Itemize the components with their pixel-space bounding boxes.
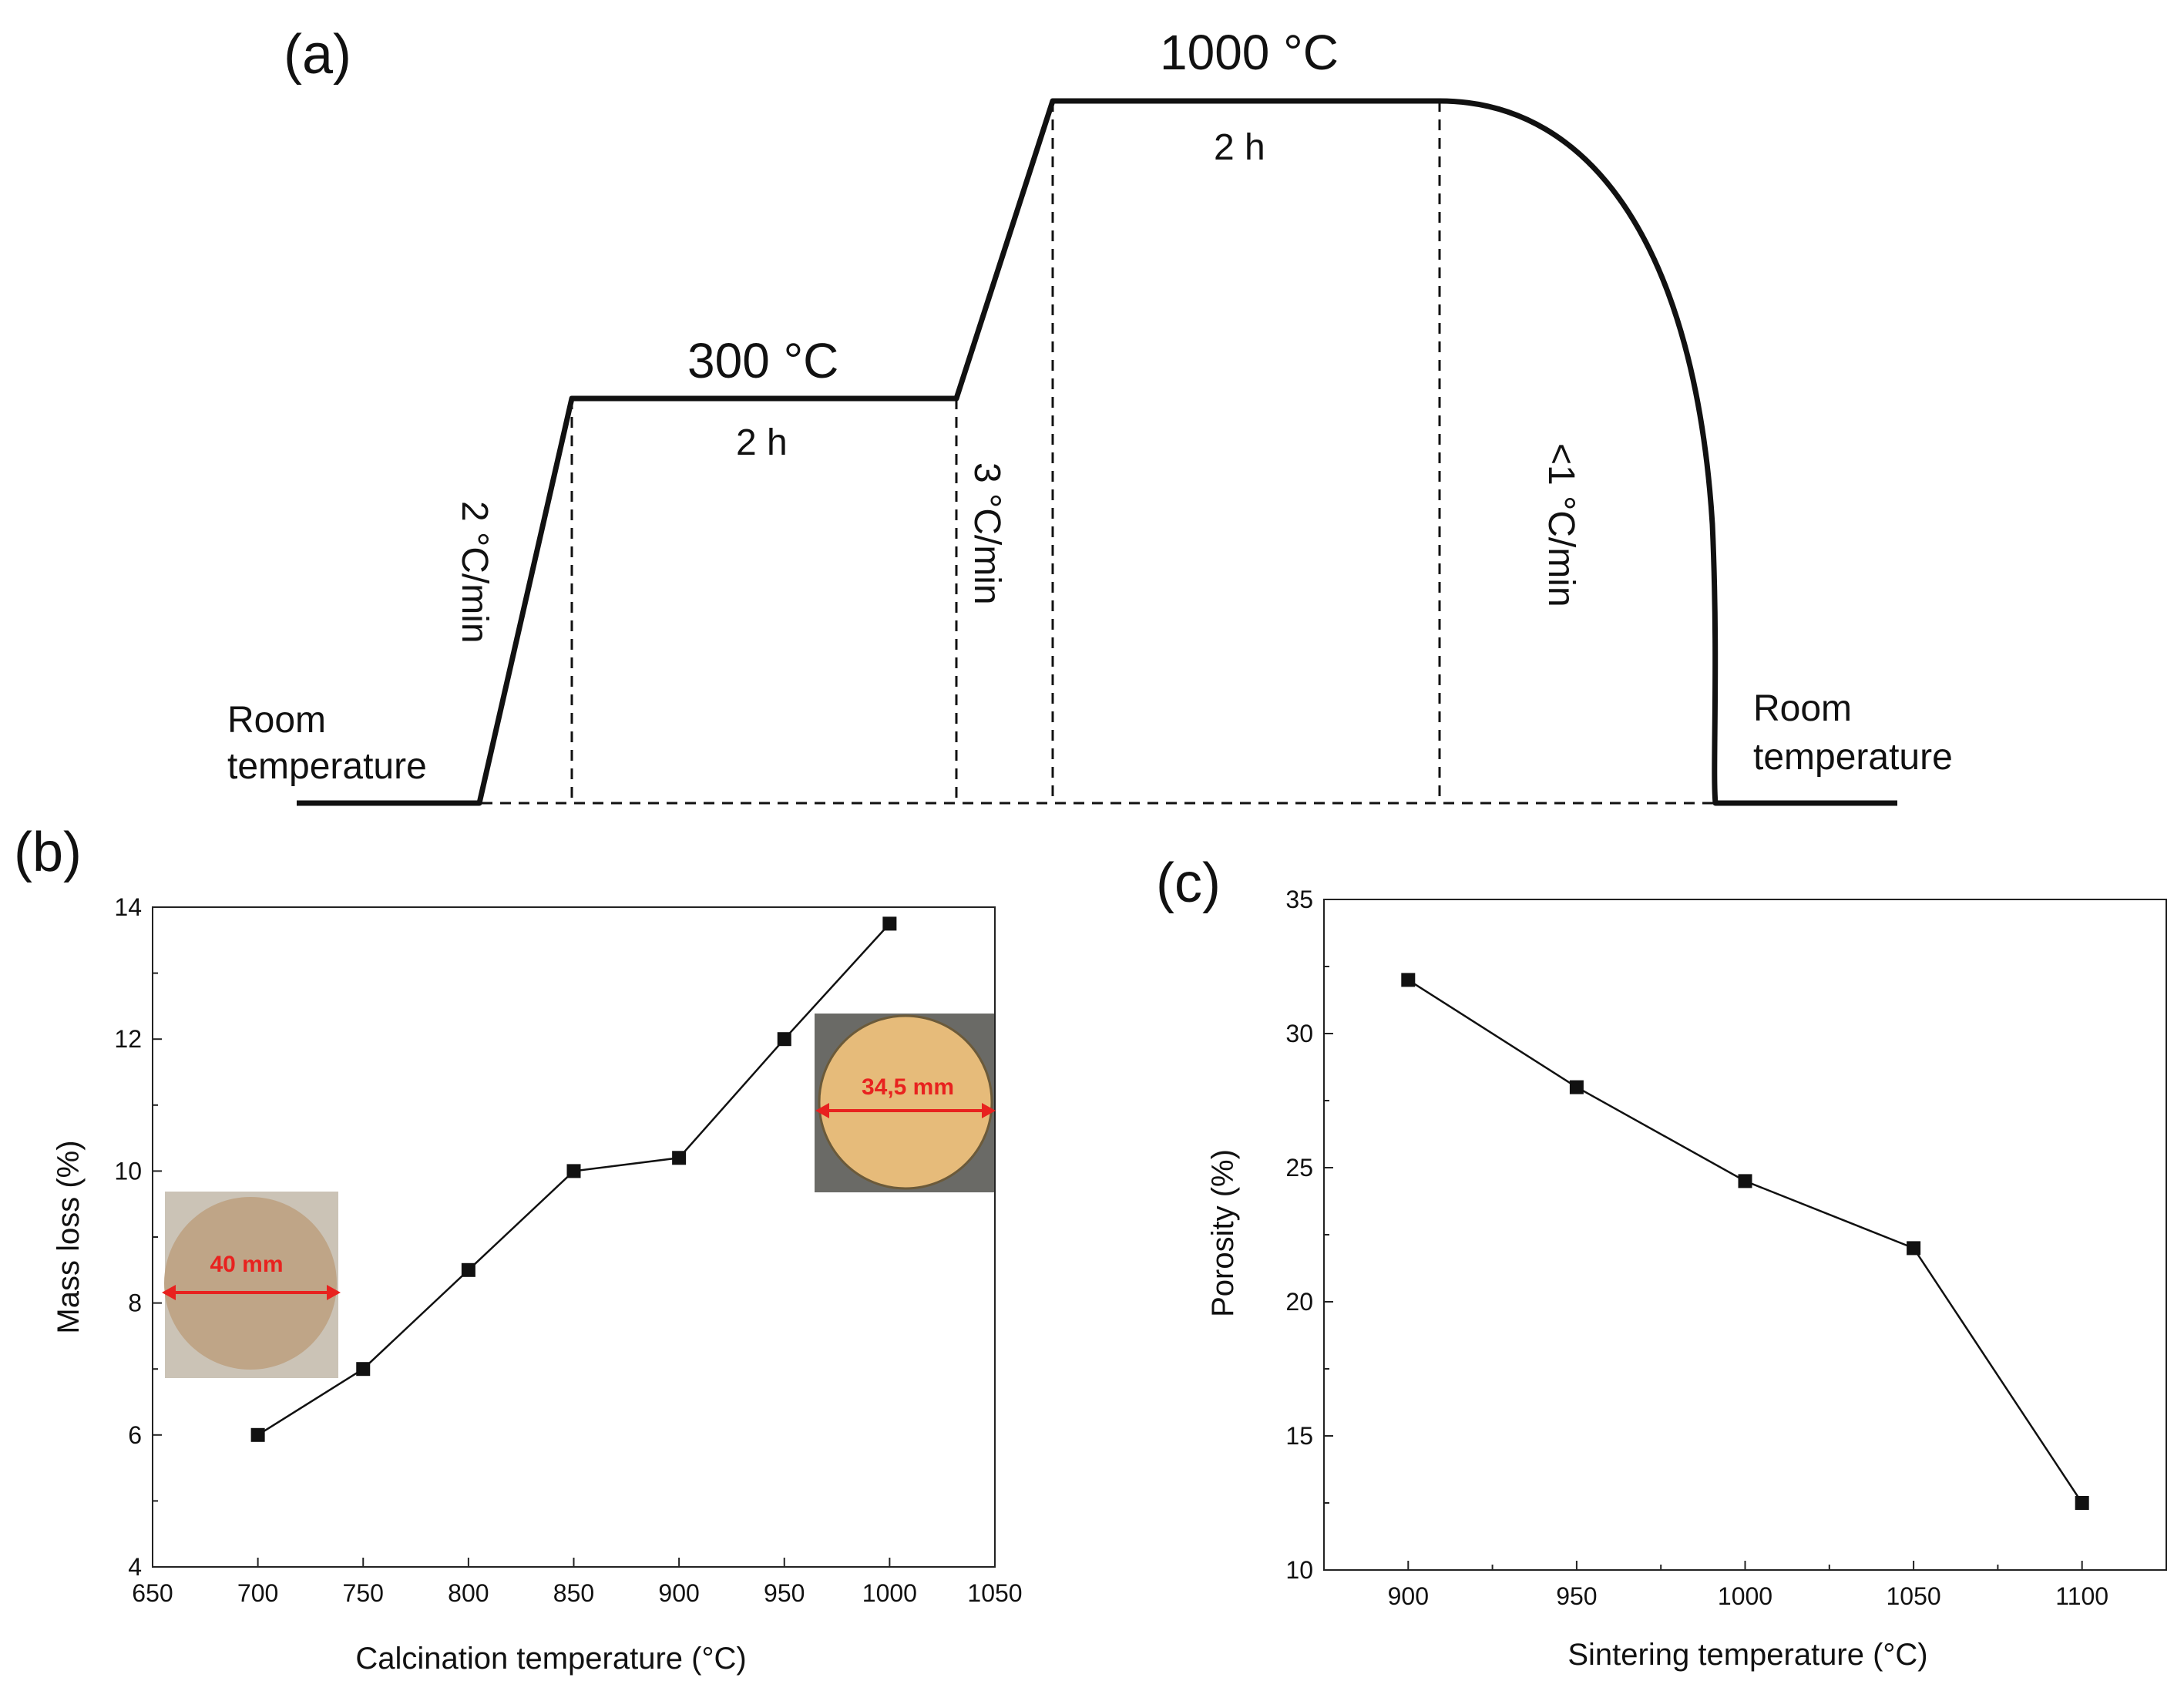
y-tick-label: 14 <box>114 893 142 921</box>
series-line <box>1407 979 2083 1504</box>
room-right-line2: temperature <box>1753 737 1953 778</box>
hold2-time-label: 2 h <box>1214 127 1265 168</box>
x-tick-label: 800 <box>448 1579 489 1607</box>
x-tick-label: 700 <box>237 1579 278 1607</box>
x-tick-label: 1050 <box>967 1579 1022 1607</box>
data-point <box>461 1262 475 1277</box>
data-point <box>356 1362 371 1377</box>
y-tick-label: 10 <box>1285 1556 1313 1584</box>
series-c <box>1401 973 2089 1510</box>
hold1-time-label: 2 h <box>736 422 788 463</box>
y-tick-label: 35 <box>1285 886 1313 913</box>
dimension-label-34-5mm: 34,5 mm <box>862 1074 954 1100</box>
y-axis-title-b: Mass loss (%) <box>52 1140 86 1333</box>
room-right-line1: Room <box>1753 688 1852 729</box>
room-left-line1: Room <box>227 700 326 741</box>
y-tick-label: 4 <box>128 1553 142 1581</box>
plot-frame-c <box>1323 899 2167 1571</box>
ticks-c: 900 950 1000 1050 1100 10 15 20 25 30 35 <box>1285 886 2167 1610</box>
series-line <box>257 923 891 1436</box>
cool-label: <1 °C/min <box>1541 443 1581 607</box>
panel-c-label: (c) <box>1156 852 1221 914</box>
x-tick-label: 1050 <box>1887 1582 1941 1610</box>
ticks-b: 650 700 750 800 850 900 950 1000 1050 4 6 8 10 12 14 <box>114 893 1022 1607</box>
x-tick-label: 650 <box>132 1579 173 1607</box>
data-point <box>1738 1174 1752 1188</box>
x-axis-title-c: Sintering temperature (°C) <box>1567 1638 1927 1672</box>
hold2-temp-label: 1000 °C <box>1160 25 1339 80</box>
sample-disc <box>164 1197 337 1370</box>
arrow-left-icon <box>815 1103 829 1118</box>
ramp1-label: 2 °C/min <box>454 501 495 644</box>
data-point <box>1569 1080 1584 1094</box>
data-point <box>250 1427 265 1442</box>
y-tick-label: 12 <box>114 1025 142 1053</box>
y-tick-label: 25 <box>1285 1154 1313 1182</box>
panel-b: (b) 650 700 750 800 850 900 950 1000 1050 4 6 8 10 12… <box>14 822 1023 1676</box>
panel-a-label: (a) <box>284 24 351 86</box>
arrow-right-icon <box>982 1103 996 1118</box>
y-tick-label: 30 <box>1285 1020 1313 1047</box>
x-tick-label: 1000 <box>1718 1582 1772 1610</box>
y-axis-title-c: Porosity (%) <box>1206 1149 1240 1317</box>
data-point <box>566 1164 581 1178</box>
ramp2-label: 3 °C/min <box>966 462 1007 605</box>
y-tick-label: 20 <box>1285 1288 1313 1316</box>
series-b <box>250 916 897 1442</box>
x-tick-label: 850 <box>553 1579 594 1607</box>
panel-c: (c) 900 950 1000 1050 1100 10 15 20 25 30 35 Sinte… <box>1156 852 2167 1672</box>
x-tick-label: 750 <box>343 1579 384 1607</box>
panel-b-label: (b) <box>14 822 82 883</box>
x-tick-label: 900 <box>1388 1582 1429 1610</box>
schedule-profile <box>297 98 1897 806</box>
sample-photo-sintered: 34,5 mm <box>815 1014 996 1192</box>
y-tick-label: 15 <box>1285 1422 1313 1450</box>
x-tick-label: 900 <box>658 1579 699 1607</box>
dimension-label-40mm: 40 mm <box>210 1252 283 1277</box>
x-tick-label: 1000 <box>862 1579 917 1607</box>
hold1-temp-label: 300 °C <box>687 333 838 388</box>
data-point <box>1907 1241 1921 1256</box>
x-tick-label: 1100 <box>2055 1582 2108 1610</box>
data-point <box>777 1032 791 1047</box>
data-point <box>672 1151 687 1165</box>
y-tick-label: 6 <box>128 1421 142 1449</box>
sample-disc <box>818 1014 993 1190</box>
arrow-right-icon <box>327 1285 341 1300</box>
x-axis-title-b: Calcination temperature (°C) <box>355 1642 746 1676</box>
y-tick-label: 8 <box>128 1289 142 1317</box>
y-tick-label: 10 <box>114 1157 142 1185</box>
panel-a: (a) Room temperature 2 °C/min 300 °C 2 h… <box>227 24 1953 806</box>
sample-photo-green: 40 mm <box>162 1192 341 1378</box>
room-left-line2: temperature <box>227 746 427 787</box>
data-point <box>882 916 897 931</box>
x-tick-label: 950 <box>764 1579 805 1607</box>
data-point <box>2075 1496 2089 1510</box>
x-tick-label: 950 <box>1556 1582 1597 1610</box>
data-point <box>1401 973 1416 987</box>
arrow-left-icon <box>162 1285 176 1300</box>
